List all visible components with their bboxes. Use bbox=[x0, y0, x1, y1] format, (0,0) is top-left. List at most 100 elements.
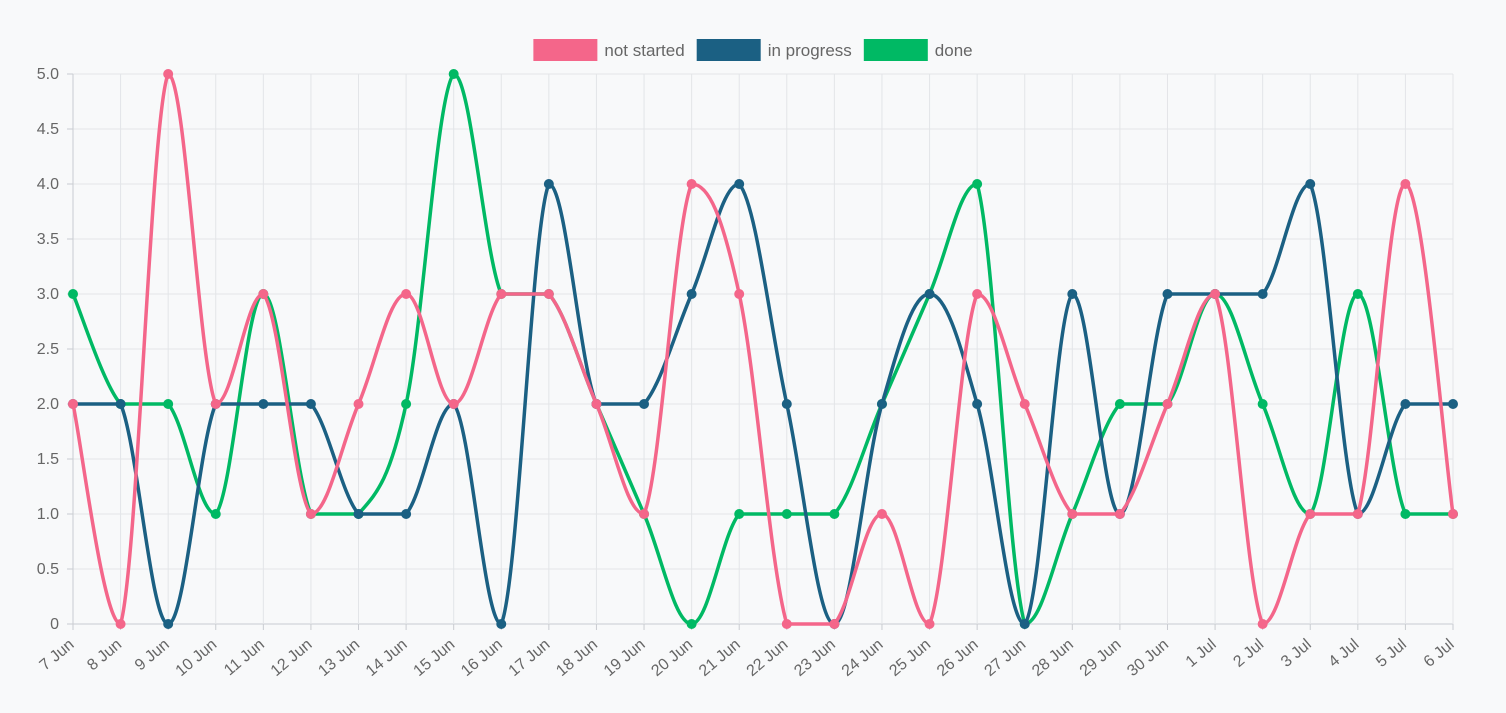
in-progress-point[interactable] bbox=[1019, 619, 1030, 629]
axes: 0 0.5 1.0 1.5 2.0 2.5 3.0 3.5 4.0 4.5 5.0 7 Jun 8 Ju… bbox=[37, 66, 1458, 680]
not-started-point[interactable] bbox=[401, 289, 412, 299]
done-point[interactable] bbox=[734, 509, 745, 519]
x-tick-label: 21 Jun bbox=[696, 636, 744, 680]
done-point[interactable] bbox=[448, 69, 459, 79]
in-progress-point[interactable] bbox=[353, 509, 364, 519]
in-progress-point[interactable] bbox=[876, 399, 887, 409]
x-tick-label: 3 Jul bbox=[1278, 636, 1315, 671]
not-started-point[interactable] bbox=[1400, 179, 1411, 189]
in-progress-point[interactable] bbox=[543, 179, 554, 189]
not-started-point[interactable] bbox=[163, 69, 174, 79]
in-progress-point[interactable] bbox=[924, 289, 935, 299]
legend-item-not-started[interactable]: not started bbox=[533, 39, 685, 61]
done-point[interactable] bbox=[163, 399, 174, 409]
y-tick-label: 1.5 bbox=[37, 451, 59, 468]
not-started-point[interactable] bbox=[1448, 509, 1458, 519]
not-started-point[interactable] bbox=[210, 399, 221, 409]
in-progress-point[interactable] bbox=[972, 399, 983, 409]
not-started-point[interactable] bbox=[1210, 289, 1221, 299]
in-progress-point[interactable] bbox=[1400, 399, 1411, 409]
done-point[interactable] bbox=[1257, 399, 1268, 409]
x-tick-label: 9 Jun bbox=[132, 636, 173, 674]
done-point[interactable] bbox=[972, 179, 983, 189]
not-started-point[interactable] bbox=[781, 619, 792, 629]
y-tick-label: 4.5 bbox=[37, 121, 59, 138]
not-started-point[interactable] bbox=[1067, 509, 1078, 519]
x-tick-label: 17 Jun bbox=[506, 636, 554, 680]
in-progress-point[interactable] bbox=[1257, 289, 1268, 299]
done-point[interactable] bbox=[781, 509, 792, 519]
not-started-point[interactable] bbox=[115, 619, 126, 629]
done-point[interactable] bbox=[1352, 289, 1363, 299]
x-tick-label: 16 Jun bbox=[458, 636, 506, 680]
x-tick-label: 15 Jun bbox=[411, 636, 459, 680]
not-started-point[interactable] bbox=[68, 399, 78, 409]
y-tick-label: 1.0 bbox=[37, 506, 59, 523]
not-started-point[interactable] bbox=[543, 289, 554, 299]
not-started-point[interactable] bbox=[924, 619, 935, 629]
in-progress-point[interactable] bbox=[115, 399, 126, 409]
legend-label: done bbox=[935, 41, 973, 60]
y-tick-label: 2.0 bbox=[37, 396, 59, 413]
done-point[interactable] bbox=[829, 509, 840, 519]
not-started-point[interactable] bbox=[686, 179, 697, 189]
not-started-point[interactable] bbox=[1352, 509, 1363, 519]
done-point[interactable] bbox=[686, 619, 697, 629]
not-started-point[interactable] bbox=[448, 399, 459, 409]
not-started-point[interactable] bbox=[258, 289, 269, 299]
in-progress-point[interactable] bbox=[1305, 179, 1316, 189]
in-progress-point[interactable] bbox=[401, 509, 412, 519]
in-progress-point[interactable] bbox=[686, 289, 697, 299]
not-started-point[interactable] bbox=[876, 509, 887, 519]
x-tick-label: 20 Jun bbox=[648, 636, 696, 680]
x-tick-label: 24 Jun bbox=[839, 636, 887, 680]
x-tick-label: 5 Jul bbox=[1373, 636, 1410, 671]
in-progress-point[interactable] bbox=[781, 399, 792, 409]
not-started-point[interactable] bbox=[1114, 509, 1125, 519]
not-started-point[interactable] bbox=[734, 289, 745, 299]
in-progress-point[interactable] bbox=[258, 399, 269, 409]
not-started-point[interactable] bbox=[1162, 399, 1173, 409]
y-tick-label: 2.5 bbox=[37, 341, 59, 358]
legend-item-done[interactable]: done bbox=[863, 39, 973, 61]
legend-swatch-done bbox=[863, 39, 928, 61]
y-tick-label: 4.0 bbox=[37, 176, 59, 193]
not-started-line bbox=[71, 72, 1455, 626]
x-tick-label: 18 Jun bbox=[553, 636, 601, 680]
done-line bbox=[71, 72, 1455, 626]
not-started-point[interactable] bbox=[496, 289, 507, 299]
not-started-point[interactable] bbox=[305, 509, 316, 519]
done-point[interactable] bbox=[68, 289, 78, 299]
not-started-point[interactable] bbox=[639, 509, 650, 519]
done-point[interactable] bbox=[401, 399, 412, 409]
series-in-progress bbox=[68, 179, 1458, 629]
in-progress-point[interactable] bbox=[639, 399, 650, 409]
in-progress-point[interactable] bbox=[1162, 289, 1173, 299]
in-progress-point[interactable] bbox=[1448, 399, 1458, 409]
grid bbox=[72, 73, 1454, 625]
in-progress-point[interactable] bbox=[305, 399, 316, 409]
not-started-point[interactable] bbox=[1257, 619, 1268, 629]
in-progress-point[interactable] bbox=[163, 619, 174, 629]
done-point[interactable] bbox=[1114, 399, 1125, 409]
not-started-point[interactable] bbox=[1305, 509, 1316, 519]
x-tick-label: 29 Jun bbox=[1077, 636, 1125, 680]
x-tick-label: 27 Jun bbox=[982, 636, 1030, 680]
y-tick-label: 0 bbox=[50, 616, 59, 633]
y-tick-label: 0.5 bbox=[37, 561, 59, 578]
in-progress-point[interactable] bbox=[734, 179, 745, 189]
x-tick-label: 4 Jul bbox=[1326, 636, 1363, 671]
legend-item-in-progress[interactable]: in progress bbox=[696, 39, 852, 61]
legend[interactable]: not started in progress done bbox=[533, 39, 973, 61]
done-point[interactable] bbox=[210, 509, 221, 519]
legend-label: not started bbox=[604, 41, 684, 60]
not-started-point[interactable] bbox=[591, 399, 602, 409]
in-progress-point[interactable] bbox=[496, 619, 507, 629]
not-started-point[interactable] bbox=[1019, 399, 1030, 409]
not-started-point[interactable] bbox=[829, 619, 840, 629]
y-tick-label: 5.0 bbox=[37, 66, 59, 83]
in-progress-point[interactable] bbox=[1067, 289, 1078, 299]
done-point[interactable] bbox=[1400, 509, 1411, 519]
not-started-point[interactable] bbox=[353, 399, 364, 409]
not-started-point[interactable] bbox=[972, 289, 983, 299]
